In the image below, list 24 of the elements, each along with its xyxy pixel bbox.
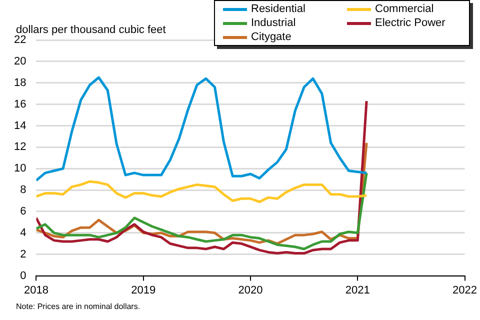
y-tick-label: 2	[20, 248, 26, 260]
y-tick-label: 20	[14, 55, 26, 68]
y-tick-label: 6	[20, 206, 26, 218]
y-tick-label: 14	[14, 120, 26, 132]
x-tick-label: 2018	[24, 284, 48, 296]
y-tick-label: 10	[14, 162, 26, 175]
legend-label: Residential	[251, 3, 306, 15]
y-tick-label: 12	[14, 141, 26, 154]
legend-label: Industrial	[251, 17, 296, 29]
legend-label: Citygate	[251, 31, 292, 43]
y-tick-label: 22	[14, 34, 26, 46]
y-axis-title: dollars per thousand cubic feet	[16, 24, 166, 36]
y-tick-label: 4	[20, 226, 26, 239]
legend-label: Electric Power	[375, 17, 446, 29]
y-tick-label: 8	[20, 184, 26, 196]
y-tick-label: 18	[14, 76, 26, 89]
y-tick-label: 0	[20, 270, 26, 282]
y-tick-label: 16	[14, 98, 26, 110]
text: Note: Prices are in nominal dollars.	[16, 302, 140, 311]
x-tick-label: 2021	[345, 284, 370, 296]
x-tick-label: 2019	[131, 284, 156, 296]
x-tick-label: 2022	[452, 284, 478, 296]
x-tick-label: 2020	[238, 284, 263, 296]
legend-label: Commercial	[375, 3, 434, 15]
